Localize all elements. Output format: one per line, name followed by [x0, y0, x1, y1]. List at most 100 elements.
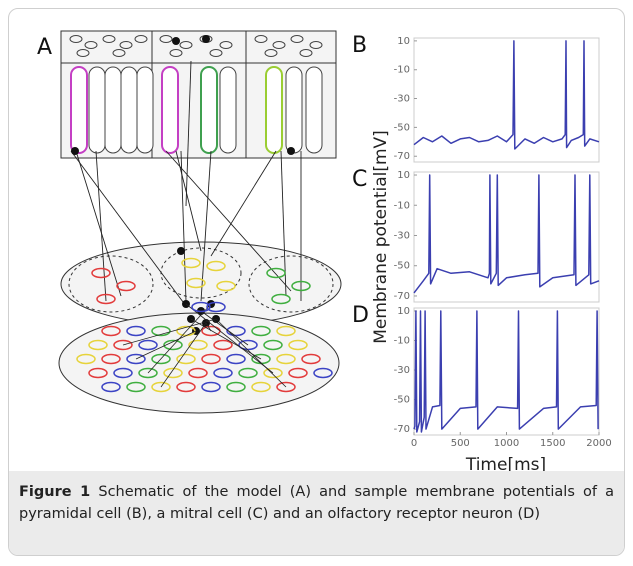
receptor: [301, 353, 321, 365]
y-tick-label: -30: [394, 230, 410, 241]
receptor: [101, 325, 121, 337]
plot-frame: [413, 37, 600, 163]
x-tick-label: 1000: [494, 438, 519, 449]
panel-label: D: [352, 303, 369, 328]
connection: [175, 150, 202, 252]
receptor: [138, 367, 158, 379]
vesicle: [134, 35, 148, 43]
y-tick-label: -30: [394, 365, 410, 376]
glomerulus: [116, 280, 136, 292]
receptor: [163, 339, 183, 351]
x-tick-label: 2000: [586, 438, 611, 449]
panel-label: B: [352, 33, 367, 58]
column: [136, 66, 154, 154]
glomerulus: [206, 301, 226, 313]
plot-frame: [413, 171, 600, 303]
vesicle: [102, 35, 116, 43]
panel-label: C: [352, 167, 367, 192]
trace: [413, 40, 600, 150]
receptor: [201, 353, 221, 365]
vesicle: [309, 41, 323, 49]
receptor: [113, 367, 133, 379]
receptor: [176, 353, 196, 365]
receptor: [88, 367, 108, 379]
y-tick-label: -10: [394, 335, 410, 346]
receptor: [226, 353, 246, 365]
vesicle: [219, 41, 233, 49]
x-axis-title: Time[ms]: [465, 455, 546, 471]
glomerulus: [216, 280, 236, 292]
receptor: [276, 353, 296, 365]
glomerulus: [181, 257, 201, 269]
column: [265, 66, 283, 154]
receptor: [188, 339, 208, 351]
vesicle: [84, 41, 98, 49]
receptor: [176, 381, 196, 393]
y-tick-label: -50: [394, 395, 410, 406]
connection: [180, 150, 187, 302]
column: [104, 66, 122, 154]
receptor: [263, 339, 283, 351]
receptor: [88, 339, 108, 351]
connection: [215, 318, 287, 388]
synapse: [287, 147, 295, 155]
connection: [200, 310, 249, 346]
receptor: [101, 381, 121, 393]
receptor: [213, 339, 233, 351]
glomerulus: [206, 260, 226, 272]
receptor: [151, 381, 171, 393]
receptor: [163, 367, 183, 379]
vesicle: [299, 49, 313, 57]
y-tick-label: 10: [397, 306, 410, 317]
receptor: [126, 353, 146, 365]
receptor: [226, 325, 246, 337]
column: [161, 66, 179, 154]
receptor: [188, 367, 208, 379]
receptor: [276, 325, 296, 337]
glomerulus: [186, 277, 206, 289]
connection: [185, 303, 274, 374]
glomerulus: [291, 280, 311, 292]
column: [219, 66, 237, 154]
receptor: [126, 325, 146, 337]
y-tick-label: 10: [397, 36, 410, 47]
vesicle: [290, 35, 304, 43]
x-tick-label: 1500: [540, 438, 565, 449]
y-tick-label: -10: [394, 65, 410, 76]
receptor: [113, 339, 133, 351]
receptor: [313, 367, 333, 379]
receptor: [138, 339, 158, 351]
glomerulus: [96, 293, 116, 305]
glomerulus: [191, 301, 211, 313]
receptor: [201, 381, 221, 393]
figure: A Membrane potential[mV] Time[ms] B 10 -10…: [37, 30, 612, 471]
vesicle: [179, 41, 193, 49]
vesicle: [209, 49, 223, 57]
receptor: [151, 353, 171, 365]
receptor: [276, 381, 296, 393]
receptor: [288, 367, 308, 379]
trace: [413, 310, 599, 433]
top-box: [60, 30, 337, 64]
schematic: [58, 30, 342, 414]
vesicle: [69, 35, 83, 43]
y-tick-label: -50: [394, 261, 410, 272]
receptor: [251, 381, 271, 393]
caption-label: Figure 1: [19, 484, 91, 500]
glomerulus: [271, 293, 291, 305]
receptor: [238, 367, 258, 379]
vesicle: [169, 49, 183, 57]
vesicle: [272, 41, 286, 49]
vesicle: [76, 49, 90, 57]
vesicle: [254, 35, 268, 43]
receptor: [213, 367, 233, 379]
y-tick-label: 10: [397, 170, 410, 181]
figure-frame: A Membrane potential[mV] Time[ms] B 10 -10…: [8, 8, 625, 556]
receptor: [251, 325, 271, 337]
synapse: [172, 37, 180, 45]
connection: [135, 330, 197, 360]
receptor: [101, 353, 121, 365]
receptor: [226, 381, 246, 393]
caption: Figure 1 Schematic of the model (A) and …: [9, 471, 624, 555]
